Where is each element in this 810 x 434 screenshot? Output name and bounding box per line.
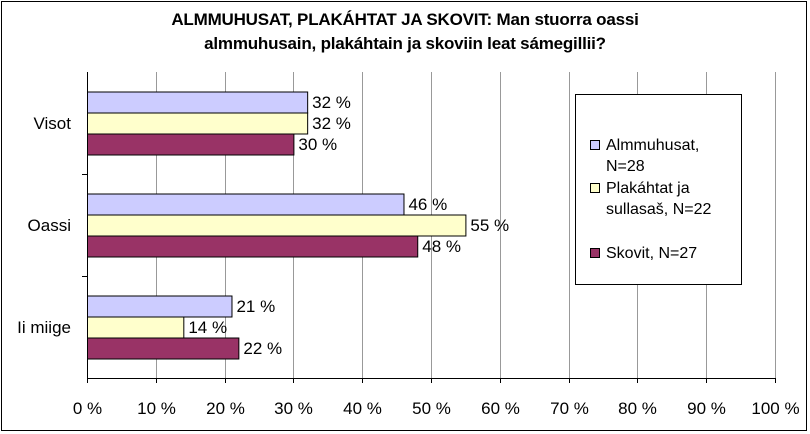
value-label-visot-series-1: 32 % [312, 114, 351, 133]
bar-ii-miige-series-0 [87, 295, 233, 318]
legend: Almmuhusat, N=28 Plakáhtat ja sullasaš, … [575, 94, 742, 285]
bar-visot-series-1 [87, 112, 309, 135]
x-tick-label-60: 60 % [481, 399, 520, 418]
x-tick-label-100: 100 % [751, 399, 799, 418]
bar-visot-series-2 [87, 133, 295, 156]
bar-oassi-series-2 [87, 235, 419, 258]
category-label-ii-miige: Ii miige [17, 318, 71, 337]
x-tick-label-20: 20 % [206, 399, 245, 418]
legend-swatch-almmuhusat [590, 140, 600, 150]
value-label-oassi-series-1: 55 % [470, 216, 509, 235]
bar-ii-miige-series-1 [87, 316, 185, 339]
x-tick-label-70: 70 % [550, 399, 589, 418]
x-tick-label-80: 80 % [618, 399, 657, 418]
bar-visot-series-0 [87, 91, 309, 114]
value-label-ii-miige-series-2: 22 % [243, 339, 282, 358]
category-label-oassi: Oassi [28, 216, 71, 235]
value-label-oassi-series-2: 48 % [422, 237, 461, 256]
chart-title-line-2: almmuhusain, plakáhtain ja skoviin leat … [204, 34, 606, 53]
x-tick-label-50: 50 % [412, 399, 451, 418]
value-label-ii-miige-series-1: 14 % [188, 318, 227, 337]
x-tick-label-40: 40 % [343, 399, 382, 418]
legend-swatch-plakahtat [590, 183, 600, 193]
value-label-visot-series-2: 30 % [298, 135, 337, 154]
legend-swatch-skovit [590, 248, 600, 258]
x-tick-label-0: 0 % [73, 399, 102, 418]
legend-label-plakahtat: Plakáhtat ja sullasaš, N=22 [606, 180, 712, 218]
legend-label-almmuhusat: Almmuhusat, N=28 [606, 137, 700, 175]
legend-label-skovit: Skovit, N=27 [606, 245, 698, 262]
chart-title: ALMMUHUSAT, PLAKÁHTAT JA SKOVIT: Man stu… [0, 8, 810, 56]
x-tick-label-30: 30 % [274, 399, 313, 418]
bar-oassi-series-0 [87, 193, 405, 216]
chart-title-line-1: ALMMUHUSAT, PLAKÁHTAT JA SKOVIT: Man stu… [171, 10, 639, 29]
x-tick-label-10: 10 % [137, 399, 176, 418]
value-label-oassi-series-0: 46 % [408, 195, 447, 214]
x-tick-label-90: 90 % [687, 399, 726, 418]
category-label-visot: Visot [34, 114, 72, 133]
value-label-visot-series-0: 32 % [312, 93, 351, 112]
value-label-ii-miige-series-0: 21 % [236, 297, 275, 316]
bar-ii-miige-series-2 [87, 337, 240, 360]
bar-oassi-series-1 [87, 214, 467, 237]
